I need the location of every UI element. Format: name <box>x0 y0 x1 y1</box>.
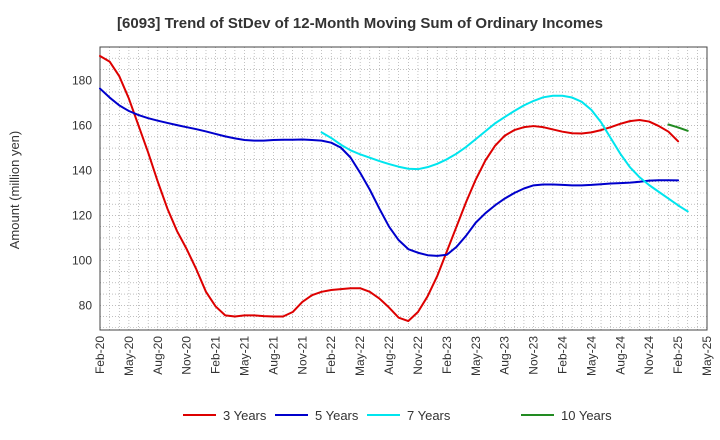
legend: 3 Years 5 Years 7 Years 10 Years <box>183 408 612 423</box>
legend-label: 3 Years <box>223 408 267 423</box>
x-tick-label: Aug-20 <box>151 336 165 375</box>
plot-frame <box>99 46 708 331</box>
y-axis-label: Amount (million yen) <box>7 131 22 250</box>
x-tick-label: May-25 <box>700 336 714 376</box>
y-tick-label: 80 <box>79 298 93 312</box>
legend-label: 10 Years <box>561 408 612 423</box>
x-tick-label: Aug-22 <box>382 336 396 375</box>
x-tick-label: Feb-23 <box>440 336 454 374</box>
legend-label: 7 Years <box>407 408 451 423</box>
x-tick-label: Feb-24 <box>555 336 569 374</box>
x-tick-label: Feb-25 <box>671 336 685 374</box>
y-tick-label: 120 <box>72 208 92 222</box>
x-tick-label: Feb-22 <box>324 336 338 374</box>
x-tick-label: Nov-22 <box>411 336 425 375</box>
x-tick-label: May-22 <box>353 336 367 376</box>
x-tick-label: May-23 <box>469 336 483 376</box>
legend-item: 3 Years <box>183 408 267 423</box>
x-tick-label: May-24 <box>584 336 598 376</box>
legend-item: 10 Years <box>521 408 612 423</box>
x-axis-ticks: Feb-20 May-20 Aug-20 Nov-20 Feb-21 May-21 Aug-… <box>93 336 714 376</box>
y-tick-label: 160 <box>72 119 92 133</box>
y-tick-label: 180 <box>72 74 92 88</box>
series-line-5-years <box>99 87 680 257</box>
y-tick-label: 100 <box>72 253 92 267</box>
x-tick-label: Aug-21 <box>266 336 280 375</box>
series-line-10-years <box>667 123 689 132</box>
x-tick-label: Nov-24 <box>642 336 656 375</box>
legend-label: 5 Years <box>315 408 359 423</box>
y-tick-label: 140 <box>72 164 92 178</box>
series-line-3-years <box>99 54 680 323</box>
x-tick-label: Feb-20 <box>93 336 107 374</box>
x-tick-label: Nov-20 <box>180 336 194 375</box>
x-tick-label: Nov-23 <box>527 336 541 375</box>
legend-item: 7 Years <box>367 408 451 423</box>
x-tick-label: Nov-21 <box>295 336 309 375</box>
series-line-7-years <box>320 94 689 213</box>
x-tick-label: May-20 <box>122 336 136 376</box>
series-lines <box>99 54 689 323</box>
x-tick-label: Aug-23 <box>498 336 512 375</box>
x-tick-label: Aug-24 <box>613 336 627 375</box>
chart-title: [6093] Trend of StDev of 12-Month Moving… <box>117 15 603 32</box>
legend-item: 5 Years <box>275 408 359 423</box>
y-axis-ticks: 80 100 120 140 160 180 <box>72 74 92 313</box>
x-tick-label: May-21 <box>238 336 252 376</box>
grid-lines <box>100 47 707 330</box>
x-tick-label: Feb-21 <box>209 336 223 374</box>
